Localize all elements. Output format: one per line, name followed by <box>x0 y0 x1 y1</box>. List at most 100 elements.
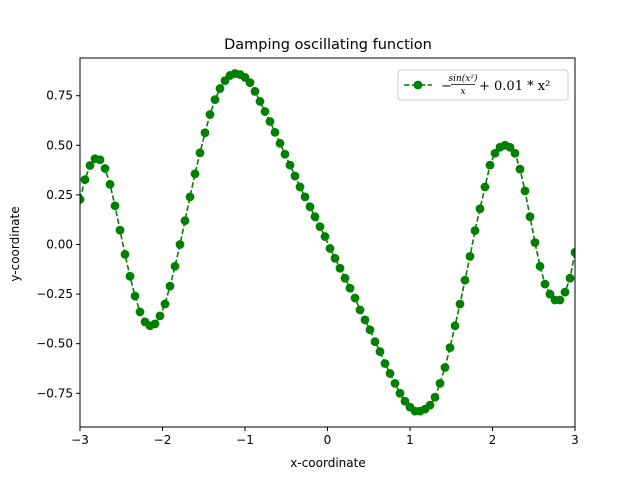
data-point <box>455 299 465 309</box>
data-point <box>165 281 175 291</box>
legend-denominator: x <box>460 87 465 97</box>
x-tick-label: 0 <box>324 433 332 447</box>
data-point <box>245 78 255 87</box>
y-tick-label: 0.25 <box>46 188 73 202</box>
data-point <box>110 201 120 211</box>
data-point <box>150 319 160 329</box>
data-point <box>390 378 400 388</box>
data-point <box>250 86 260 96</box>
data-point <box>325 244 335 253</box>
y-tick-label: −0.50 <box>36 337 73 351</box>
data-point <box>300 192 310 202</box>
data-point <box>380 359 390 368</box>
data-point <box>385 369 395 378</box>
data-point <box>130 291 140 301</box>
data-point <box>435 378 445 388</box>
data-point <box>135 307 145 317</box>
y-axis: −0.75 −0.50 −0.25 0.00 0.25 0.50 0.75 <box>36 89 80 400</box>
data-point <box>540 279 550 289</box>
data-point <box>545 289 555 299</box>
data-point <box>315 222 325 232</box>
y-tick-label: −0.25 <box>36 287 73 301</box>
data-point <box>460 275 470 285</box>
y-tick-label: 0.50 <box>46 138 73 152</box>
data-point <box>425 400 435 410</box>
data-point <box>175 240 185 249</box>
data-point <box>465 251 475 261</box>
data-point <box>125 271 135 281</box>
y-tick-label: 0.00 <box>46 237 73 251</box>
data-point <box>265 117 275 126</box>
y-axis-label: y-coordinate <box>8 206 22 281</box>
data-point <box>515 164 525 174</box>
data-point <box>520 186 530 196</box>
data-point <box>290 171 300 181</box>
legend: − sin(x²) x + 0.01 * x² <box>397 69 569 101</box>
data-point <box>95 155 105 165</box>
data-point <box>430 392 440 402</box>
data-point <box>510 148 520 158</box>
y-tick-label: −0.75 <box>36 386 73 400</box>
data-point <box>335 263 345 273</box>
data-point <box>375 347 385 357</box>
data-point <box>490 148 500 158</box>
data-point <box>310 212 320 222</box>
data-point <box>160 299 170 309</box>
x-tick-label: 2 <box>489 433 497 447</box>
data-point <box>155 311 165 321</box>
x-tick-label: 1 <box>406 433 414 447</box>
legend-frame <box>397 69 569 101</box>
chart-title: Damping oscillating function <box>224 37 432 53</box>
x-axis: −3 −2 −1 0 1 2 3 <box>71 427 579 447</box>
data-point <box>115 225 125 235</box>
data-point <box>450 321 460 331</box>
data-point <box>255 97 265 106</box>
data-point <box>470 226 480 236</box>
data-point <box>305 202 315 212</box>
data-point <box>535 261 545 271</box>
legend-marker-sample <box>413 80 423 90</box>
data-point <box>560 287 570 297</box>
data-point <box>195 148 205 158</box>
data-point <box>565 273 575 283</box>
data-point <box>80 195 85 204</box>
series-line <box>80 72 575 412</box>
data-point <box>205 110 215 119</box>
data-point <box>445 343 455 353</box>
data-point <box>215 84 225 93</box>
data-point <box>360 315 370 325</box>
data-point <box>80 175 90 185</box>
data-point <box>530 238 540 247</box>
data-point <box>275 138 285 148</box>
series-0 <box>80 69 575 416</box>
data-point <box>570 248 575 257</box>
x-tick-label: −2 <box>154 433 172 447</box>
data-point <box>85 161 95 170</box>
data-point <box>370 337 380 347</box>
data-point <box>270 127 280 137</box>
data-point <box>100 164 110 173</box>
data-point <box>475 204 485 214</box>
data-point <box>340 273 350 283</box>
x-tick-label: 3 <box>571 433 579 447</box>
data-point <box>320 232 330 241</box>
data-point <box>285 160 295 170</box>
data-point <box>480 182 490 192</box>
data-point <box>120 250 130 259</box>
data-point <box>525 212 535 222</box>
x-tick-label: −3 <box>71 433 89 447</box>
data-point <box>365 325 375 335</box>
data-point <box>555 295 565 305</box>
data-point <box>330 253 340 263</box>
data-point <box>180 216 190 226</box>
data-point <box>185 192 195 202</box>
data-point <box>505 142 515 152</box>
legend-numerator: sin(x²) <box>449 73 478 84</box>
data-point <box>485 160 495 170</box>
legend-suffix: + 0.01 * x² <box>479 79 550 94</box>
data-point <box>440 363 450 372</box>
data-point <box>355 305 365 315</box>
y-tick-label: 0.75 <box>46 89 73 103</box>
data-point <box>295 182 305 192</box>
